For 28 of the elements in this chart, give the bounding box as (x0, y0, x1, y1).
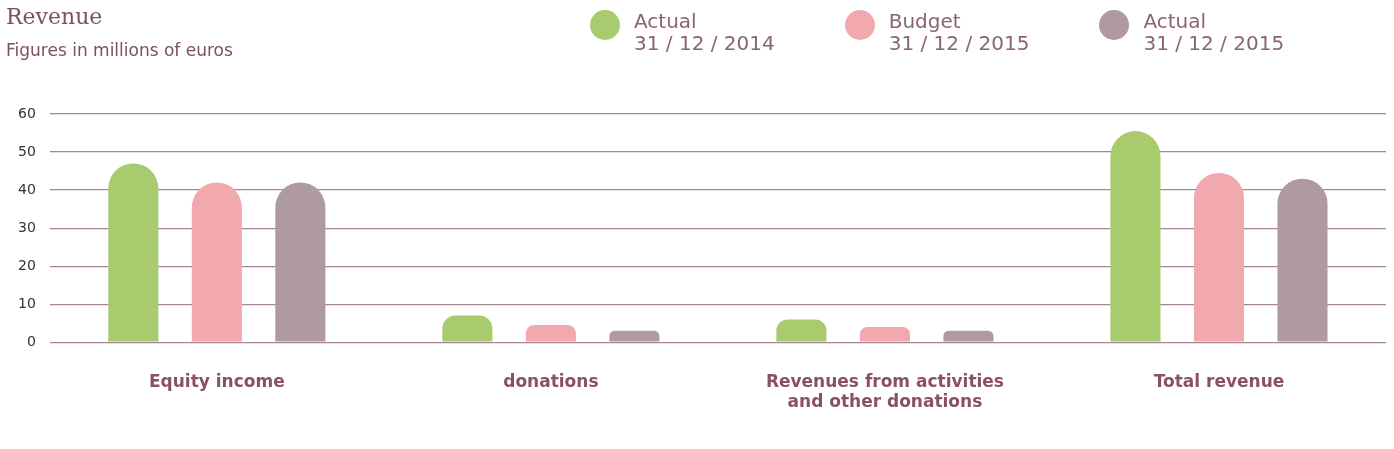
chart-subtitle: Figures in millions of euros (6, 40, 233, 60)
y-tick-label: 40 (17, 180, 36, 197)
legend-label: Budget 31 / 12 / 2015 (888, 9, 1030, 55)
x-tick-label: Total revenue (1153, 370, 1285, 391)
x-tick-label: Revenues from activities and other donations (765, 370, 1004, 412)
x-tick-label: donations (503, 370, 599, 391)
chart-title: Revenue (6, 4, 103, 29)
bar (943, 330, 994, 342)
bar (776, 319, 827, 342)
y-tick-label: 60 (17, 104, 36, 121)
legend-label: Actual 31 / 12 / 2014 (634, 9, 775, 55)
bar (859, 326, 910, 342)
bar (442, 315, 493, 342)
bar (525, 325, 576, 342)
y-tick-label: 0 (26, 332, 36, 349)
y-tick-label: 50 (17, 142, 36, 159)
bar (275, 182, 326, 342)
x-tick-label: Equity income (148, 370, 285, 391)
y-tick-label: 10 (17, 294, 36, 311)
bar (1277, 178, 1328, 342)
y-tick-label: 20 (17, 256, 36, 273)
bar (1193, 172, 1245, 342)
bar (108, 163, 159, 342)
bar (1110, 131, 1161, 342)
bar (191, 182, 242, 342)
y-tick-label: 30 (17, 218, 36, 235)
bar (609, 330, 660, 342)
legend-label: Actual 31 / 12 / 2015 (1143, 9, 1285, 55)
